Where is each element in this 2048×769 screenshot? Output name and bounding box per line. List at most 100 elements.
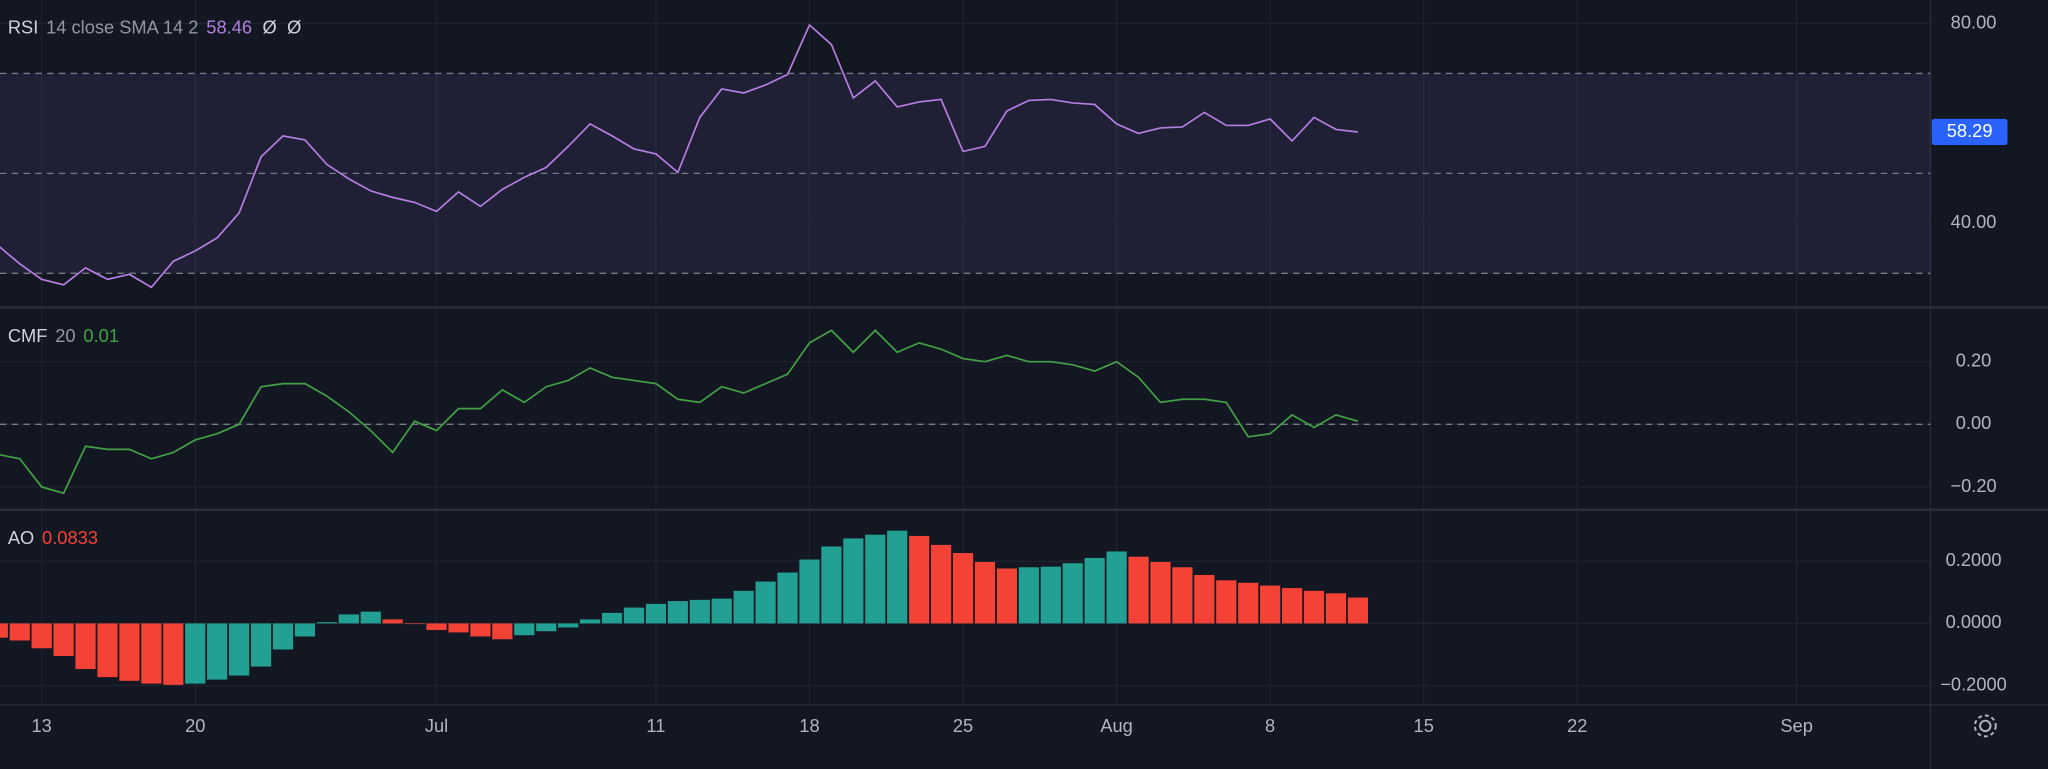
- y-tick-label: 80.00: [1951, 11, 1997, 32]
- bar: [1128, 556, 1149, 624]
- bar: [338, 614, 359, 624]
- bar: [75, 623, 96, 670]
- legend: AO 0.0833: [8, 527, 98, 548]
- bar: [141, 623, 162, 684]
- legend-extra: Ø: [287, 17, 301, 38]
- bar: [558, 623, 579, 628]
- settings-icon-ring[interactable]: [1973, 714, 1997, 738]
- bar: [931, 544, 952, 624]
- y-tick-label: −0.20: [1950, 475, 1996, 496]
- bar: [799, 559, 820, 624]
- bar: [1084, 557, 1105, 624]
- bar: [711, 598, 732, 624]
- x-tick-label: Sep: [1780, 715, 1813, 736]
- bar: [0, 623, 8, 638]
- y-tick-label: 40.00: [1951, 211, 1997, 232]
- bar: [207, 623, 228, 680]
- legend: RSI 14 close SMA 14 2 58.46 Ø Ø: [8, 17, 302, 38]
- bar: [163, 623, 184, 685]
- bar: [952, 552, 974, 624]
- bar: [1150, 561, 1171, 624]
- x-tick-label: Aug: [1100, 715, 1133, 736]
- bar: [31, 623, 52, 649]
- bar: [470, 623, 491, 637]
- bar: [1260, 585, 1281, 624]
- bar: [645, 603, 667, 624]
- legend: CMF 20 0.01: [8, 325, 119, 346]
- bar: [1194, 575, 1215, 624]
- bar: [821, 546, 842, 624]
- bar: [185, 623, 206, 684]
- x-tick-label: 18: [799, 715, 819, 736]
- legend-legend-value: 0.01: [83, 325, 119, 346]
- bar: [974, 561, 996, 624]
- bar: [1172, 567, 1193, 624]
- x-tick-label: 25: [953, 715, 973, 736]
- line-series: [0, 329, 1359, 495]
- bar: [119, 623, 140, 681]
- y-tick-label: −0.2000: [1940, 673, 2007, 694]
- legend-subtitle: 20: [55, 325, 75, 346]
- pane: [0, 510, 1931, 706]
- bar: [404, 623, 425, 625]
- x-tick-label: 15: [1414, 715, 1434, 736]
- legend-title: CMF: [8, 325, 48, 346]
- x-tick-label: 20: [185, 715, 205, 736]
- bar: [1040, 566, 1061, 624]
- legend-legend-value: 58.46: [206, 17, 252, 38]
- pane: [0, 308, 1931, 510]
- price-badge-label: 58.29: [1947, 120, 1993, 141]
- bar: [996, 568, 1017, 624]
- line-series: [0, 23, 1358, 289]
- bar: [1018, 567, 1039, 624]
- x-tick-label: 8: [1265, 715, 1275, 736]
- price-badge: [1931, 118, 2008, 146]
- y-tick-label: 0.00: [1956, 412, 1992, 433]
- bar: [601, 612, 623, 624]
- settings-icon[interactable]: [1973, 714, 1997, 738]
- bar: [887, 530, 908, 624]
- bar: [448, 623, 469, 633]
- bar: [755, 581, 776, 624]
- bar: [97, 623, 118, 678]
- bar: [426, 623, 447, 630]
- settings-icon-center[interactable]: [1979, 719, 1992, 733]
- legend-extra: Ø: [262, 17, 276, 38]
- x-tick-label: Jul: [425, 715, 448, 736]
- bar: [1325, 593, 1347, 624]
- bar: [1281, 588, 1303, 624]
- bar: [1238, 582, 1259, 624]
- bar: [536, 623, 557, 632]
- y-tick-label: 0.2000: [1946, 549, 2002, 570]
- x-tick-label: 13: [32, 715, 52, 736]
- bar: [623, 607, 645, 624]
- bar: [1303, 590, 1325, 624]
- bar: [865, 534, 886, 624]
- y-tick-label: 0.0000: [1946, 611, 2002, 632]
- bar: [250, 623, 272, 667]
- bar: [580, 619, 601, 624]
- legend-legend-value: 0.0833: [42, 527, 98, 548]
- bar: [843, 538, 864, 624]
- bar: [514, 623, 535, 636]
- bar: [667, 601, 688, 624]
- y-tick-label: 0.20: [1956, 350, 1992, 371]
- x-tick-label: 11: [646, 715, 665, 736]
- bar: [1347, 597, 1368, 624]
- bar: [689, 599, 710, 624]
- legend-title: RSI: [8, 17, 38, 38]
- bar: [316, 622, 337, 624]
- x-tick-label: 22: [1567, 715, 1587, 736]
- bar: [53, 623, 74, 657]
- bar: [360, 611, 381, 624]
- bar: [272, 623, 294, 650]
- legend-title: AO: [8, 527, 34, 548]
- legend-subtitle: 14 close SMA 14 2: [46, 17, 198, 38]
- pane: [0, 0, 1931, 307]
- bar: [492, 623, 513, 640]
- bar: [909, 535, 930, 624]
- bar: [294, 623, 316, 637]
